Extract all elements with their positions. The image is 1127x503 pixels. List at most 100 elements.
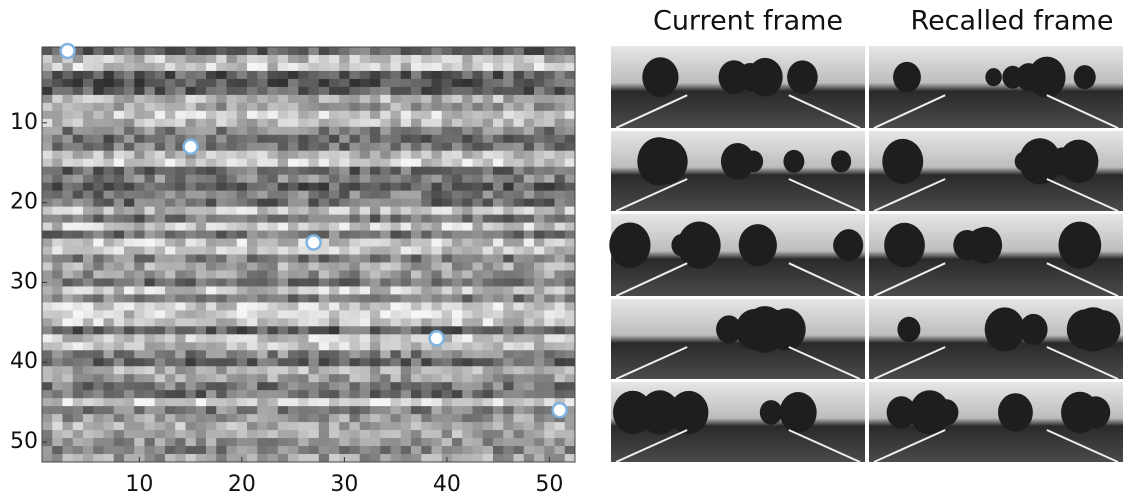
heat-cell (144, 398, 156, 407)
tree (677, 221, 721, 269)
heat-cell (411, 198, 422, 208)
heat-cell (226, 278, 238, 287)
heat-cell (523, 430, 535, 439)
heat-cell (175, 286, 186, 295)
heat-cell (62, 414, 74, 423)
heat-cell (482, 222, 494, 232)
heat-cell (113, 78, 125, 88)
heat-cell (113, 118, 125, 128)
heat-cell (534, 78, 545, 88)
heat-cell (298, 286, 309, 295)
heat-cell (523, 294, 535, 303)
heat-cell (226, 302, 238, 311)
heat-cell (411, 390, 422, 399)
heat-cell (103, 47, 115, 56)
heat-cell (308, 270, 320, 279)
heat-cell (216, 270, 227, 279)
heat-cell (411, 366, 422, 375)
heat-cell (175, 206, 186, 216)
heat-cell (380, 390, 391, 399)
heat-cell (308, 430, 320, 439)
heat-cell (62, 270, 74, 279)
heat-cell (72, 166, 84, 176)
heat-cell (318, 102, 330, 112)
heat-cell (83, 110, 94, 120)
heat-cell (359, 62, 371, 72)
heat-cell (267, 286, 279, 295)
heat-cell (554, 454, 566, 463)
heat-cell (257, 158, 268, 168)
heat-cell (144, 446, 156, 455)
heat-cell (462, 158, 473, 168)
heat-cell (288, 406, 299, 415)
heat-cell (452, 262, 463, 271)
heat-cell (267, 86, 279, 96)
heat-cell (503, 342, 514, 351)
heat-cell (534, 294, 545, 303)
heat-cell (544, 102, 555, 112)
heat-cell (493, 78, 504, 88)
heat-cell (380, 174, 391, 184)
heat-cell (124, 198, 135, 208)
heat-cell (298, 238, 309, 248)
heat-cell (62, 150, 74, 160)
heat-cell (554, 70, 566, 80)
heat-cell (482, 294, 494, 303)
heat-cell (236, 70, 248, 80)
heat-cell (431, 174, 443, 184)
heat-cell (472, 190, 484, 200)
heat-cell (318, 342, 330, 351)
heat-cell (185, 406, 197, 415)
heat-cell (298, 278, 309, 287)
heat-cell (411, 102, 422, 112)
heat-cell (134, 422, 145, 431)
heat-cell (175, 294, 186, 303)
heat-cell (462, 310, 473, 319)
heat-cell (564, 86, 576, 96)
heat-cell (411, 430, 422, 439)
heat-cell (380, 78, 391, 88)
heat-cell (390, 174, 402, 184)
heat-cell (154, 62, 166, 72)
heat-cell (134, 78, 145, 88)
heat-cell (42, 94, 53, 104)
heat-cell (144, 166, 156, 176)
heat-cell (185, 390, 197, 399)
heat-cell (380, 430, 391, 439)
heat-cell (564, 238, 576, 248)
heat-cell (421, 270, 432, 279)
heat-cell (124, 414, 135, 423)
heat-cell (216, 358, 227, 367)
heat-cell (318, 222, 330, 232)
heat-cell (452, 174, 463, 184)
heat-cell (42, 454, 53, 463)
heat-cell (124, 78, 135, 88)
heat-cell (329, 318, 340, 327)
heat-cell (390, 406, 402, 415)
heat-cell (154, 270, 166, 279)
heat-cell (349, 262, 361, 271)
heat-cell (93, 86, 104, 96)
heat-cell (236, 166, 248, 176)
heat-cell (236, 398, 248, 407)
heat-cell (288, 94, 299, 104)
heat-cell (144, 414, 156, 423)
heat-cell (52, 126, 63, 136)
heat-cell (472, 110, 484, 120)
heat-cell (226, 54, 238, 64)
heat-cell (503, 142, 514, 152)
heat-cell (103, 134, 115, 144)
heat-cell (93, 134, 104, 144)
heat-cell (329, 270, 340, 279)
heat-cell (523, 246, 535, 255)
heat-cell (93, 454, 104, 463)
heat-cell (339, 166, 350, 176)
heat-cell (503, 454, 514, 463)
heat-cell (329, 102, 340, 112)
heat-cell (72, 174, 84, 184)
heat-cell (308, 390, 320, 399)
heat-cell (298, 198, 309, 208)
heat-cell (503, 182, 514, 192)
tree (787, 60, 818, 95)
heat-cell (503, 246, 514, 255)
